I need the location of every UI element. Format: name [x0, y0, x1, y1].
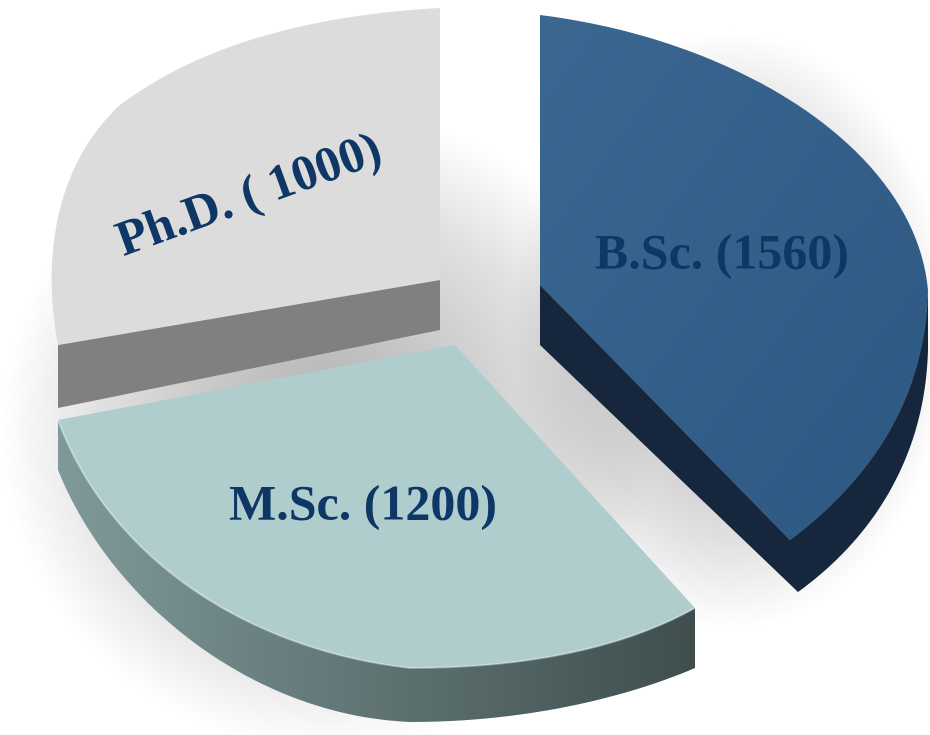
slice-bsc-side: [540, 285, 928, 592]
slice-phd-side: [58, 280, 440, 408]
slice-msc-edge: [57, 419, 696, 670]
slice-phd: [51, 8, 440, 345]
slice-msc: [58, 345, 695, 668]
pie-slices: [51, 8, 928, 722]
slice-bsc-sheen: [540, 15, 928, 540]
slice-msc-side: [58, 420, 695, 722]
slice-label-msc: M.Sc. (1200): [229, 474, 497, 530]
slice-label-bsc: B.Sc. (1560): [595, 223, 849, 279]
